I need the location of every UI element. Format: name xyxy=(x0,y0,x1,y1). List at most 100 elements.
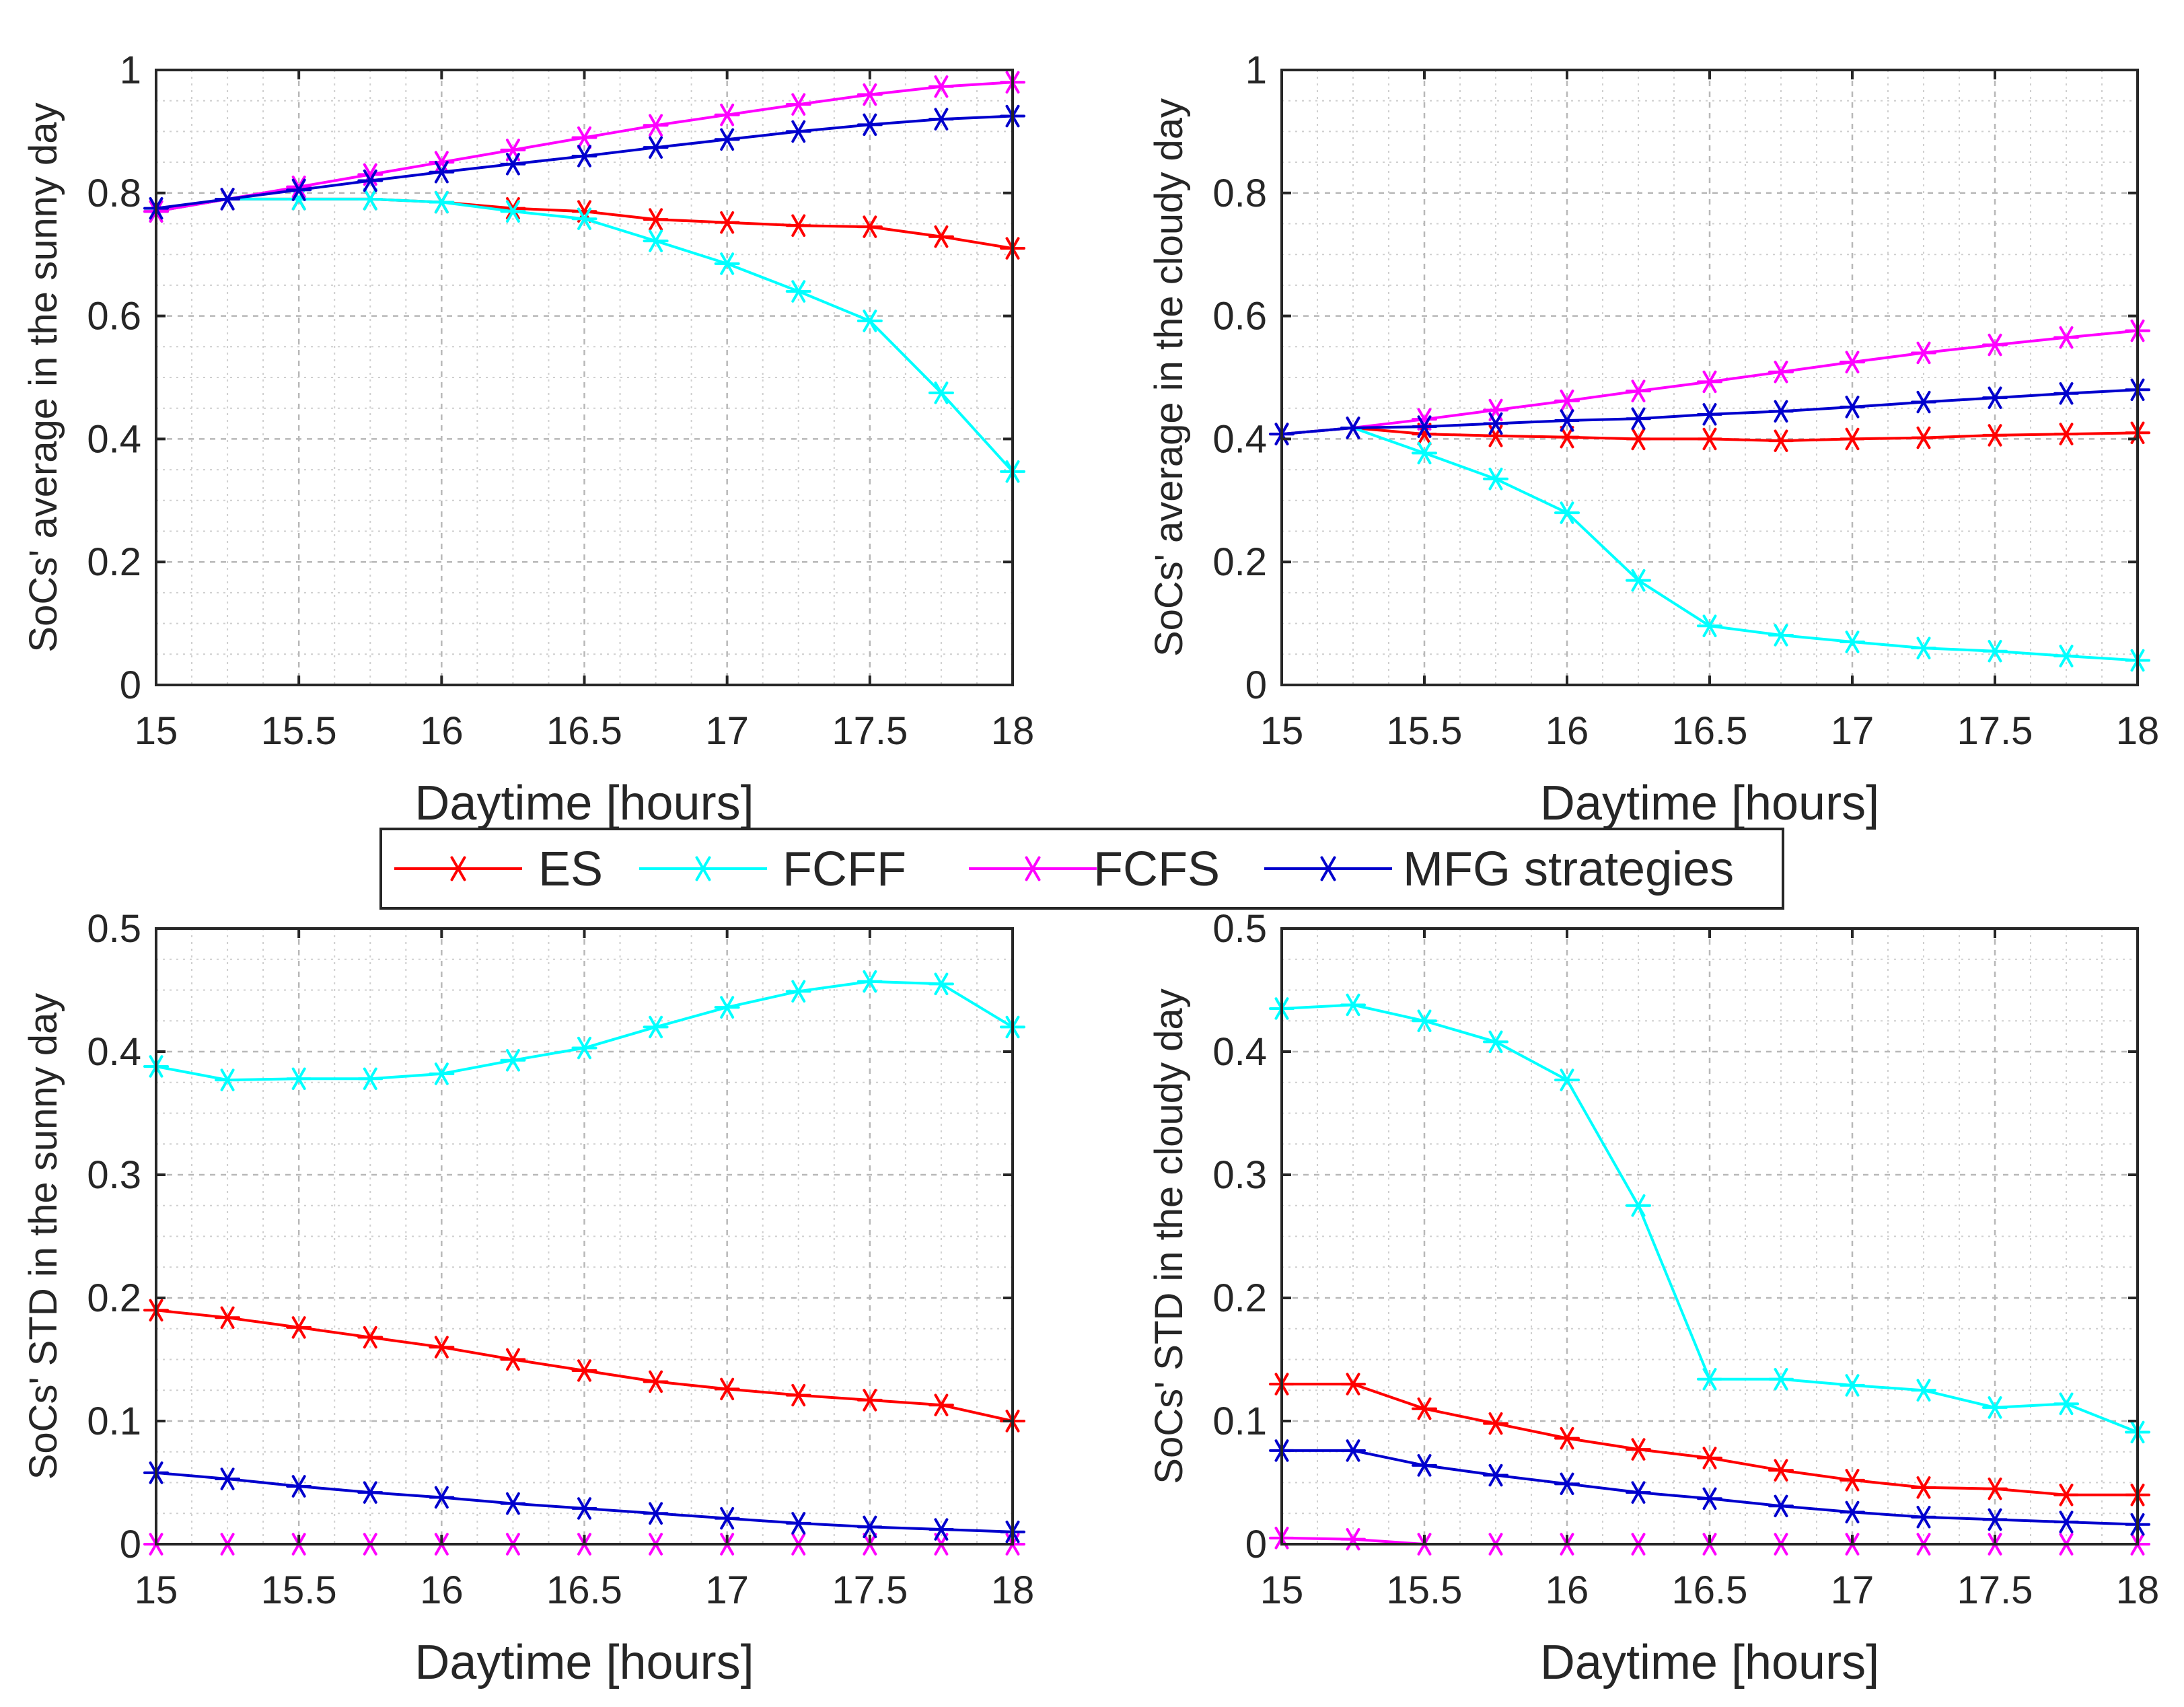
data-point-fcfs xyxy=(571,126,597,149)
y-tick-label: 0 xyxy=(1245,1523,1267,1566)
data-point-es xyxy=(1697,427,1722,451)
data-point-mfg-strategies xyxy=(2053,1511,2079,1533)
data-point-mfg-strategies xyxy=(857,113,883,137)
data-point-fcff xyxy=(1768,624,1794,647)
data-point-fcfs xyxy=(643,114,669,137)
data-point-mfg-strategies xyxy=(357,169,384,192)
data-point-mfg-strategies xyxy=(357,1481,384,1504)
data-point-mfg-strategies xyxy=(1626,1481,1651,1504)
data-point-fcff xyxy=(1412,1009,1437,1032)
y-tick-label: 0.2 xyxy=(87,1276,141,1320)
x-tick-label: 15.5 xyxy=(261,1568,337,1612)
y-tick-label: 0.2 xyxy=(1212,1276,1267,1320)
y-tick-label: 0.2 xyxy=(87,540,141,584)
x-tick-label: 17 xyxy=(705,709,749,753)
data-point-fcff xyxy=(1840,630,1865,653)
data-point-mfg-strategies xyxy=(1483,1463,1508,1487)
x-tick-label: 17.5 xyxy=(1957,709,2033,753)
data-point-mfg-strategies xyxy=(1911,1506,1936,1529)
data-point-mfg-strategies xyxy=(928,108,954,131)
data-point-fcff xyxy=(1626,1194,1651,1217)
data-point-fcfs xyxy=(1840,351,1865,373)
data-point-fcff xyxy=(357,188,384,211)
legend-label-fcfs: FCFS xyxy=(1093,842,1220,896)
data-point-es xyxy=(928,1393,954,1416)
legend-marker-fcff xyxy=(689,856,717,881)
x-axis-label: Daytime [hours] xyxy=(414,1636,754,1690)
x-tick-label: 18 xyxy=(991,1568,1035,1612)
y-tick-label: 0.5 xyxy=(87,907,141,951)
data-point-fcfs xyxy=(1626,379,1651,402)
data-point-fcfs xyxy=(286,175,312,198)
data-point-es xyxy=(1340,1373,1366,1395)
y-axis-label: SoCs' STD in the cloudy day xyxy=(1147,988,1191,1484)
data-point-mfg-strategies xyxy=(571,145,597,168)
data-point-fcff xyxy=(2053,645,2079,667)
data-point-fcff xyxy=(928,972,954,996)
data-point-fcfs xyxy=(714,103,740,126)
x-tick-label: 16 xyxy=(420,709,464,753)
series-mfg-strategies xyxy=(1269,1439,2150,1536)
x-tick-label: 17.5 xyxy=(832,709,908,753)
data-point-es xyxy=(714,211,740,234)
chart-cloudy-std: 15 15.5 16 16.5 17 17.5 18 0 0.1 0.2 0.3 0.4 0.5 Dayt… xyxy=(1147,907,2159,1690)
data-point-mfg-strategies xyxy=(1982,1508,2008,1531)
y-tick-label: 0.3 xyxy=(87,1153,141,1197)
data-point-fcfs xyxy=(857,83,883,106)
legend-marker-fcfs xyxy=(1019,856,1047,881)
legend: ES FCFF FCFS MFG strategies xyxy=(379,828,1784,910)
data-point-fcfs xyxy=(429,151,455,174)
data-point-es xyxy=(1697,1447,1722,1469)
data-point-es xyxy=(500,196,526,220)
data-point-mfg-strategies xyxy=(429,161,455,184)
y-tick-label: 0.4 xyxy=(87,1030,141,1074)
data-point-fcfs xyxy=(1697,370,1722,394)
data-point-es xyxy=(1554,425,1580,449)
data-point-fcfs xyxy=(1768,361,1794,384)
data-point-mfg-strategies xyxy=(1412,1454,1437,1477)
data-point-fcff xyxy=(785,980,811,1003)
data-point-es xyxy=(928,225,954,248)
data-point-fcff xyxy=(643,1015,669,1039)
series-fcff xyxy=(143,970,1025,1091)
data-point-es xyxy=(286,1316,312,1339)
data-point-mfg-strategies xyxy=(643,136,669,159)
data-point-fcff xyxy=(500,200,526,223)
data-point-es xyxy=(857,215,883,238)
data-point-fcff xyxy=(1911,637,1936,659)
x-tick-label: 15.5 xyxy=(261,709,337,753)
data-point-es xyxy=(1982,1477,2008,1500)
data-point-es xyxy=(1626,1438,1651,1461)
data-point-mfg-strategies xyxy=(1840,396,1865,419)
chart-sunny-std: 15 15.5 16 16.5 17 17.5 18 0 0.1 0.2 0.3 0.4 0.5 Dayt… xyxy=(22,907,1034,1690)
data-point-fcff xyxy=(1982,1396,2008,1419)
data-point-es xyxy=(1412,1397,1437,1420)
data-point-mfg-strategies xyxy=(1768,400,1794,423)
data-point-mfg-strategies xyxy=(215,188,241,211)
data-point-fcff xyxy=(2053,1392,2079,1416)
x-tick-label: 17 xyxy=(705,1568,749,1612)
data-point-fcff xyxy=(1626,569,1651,592)
x-axis-label: Daytime [hours] xyxy=(1540,1636,1879,1690)
data-point-fcff xyxy=(714,996,740,1019)
x-tick-label: 16 xyxy=(1545,709,1589,753)
x-tick-label: 15 xyxy=(135,709,178,753)
y-tick-label: 0.1 xyxy=(87,1400,141,1443)
data-point-mfg-strategies xyxy=(1483,412,1508,435)
data-point-fcff xyxy=(429,190,455,214)
x-axis-label: Daytime [hours] xyxy=(1540,776,1879,830)
data-point-fcfs xyxy=(1340,1527,1366,1551)
data-point-mfg-strategies xyxy=(1340,1439,1366,1462)
data-point-fcff xyxy=(357,1067,384,1090)
x-tick-label: 15 xyxy=(135,1568,178,1612)
y-tick-label: 0.4 xyxy=(1212,417,1267,461)
data-point-fcfs xyxy=(928,75,954,98)
data-point-fcff xyxy=(714,252,740,275)
x-tick-label: 18 xyxy=(991,709,1035,753)
x-axis-label: Daytime [hours] xyxy=(414,776,754,830)
data-point-es xyxy=(714,1377,740,1401)
data-point-es xyxy=(571,1359,597,1382)
y-tick-label: 0.6 xyxy=(1212,295,1267,338)
x-tick-label: 16.5 xyxy=(1672,1568,1748,1612)
